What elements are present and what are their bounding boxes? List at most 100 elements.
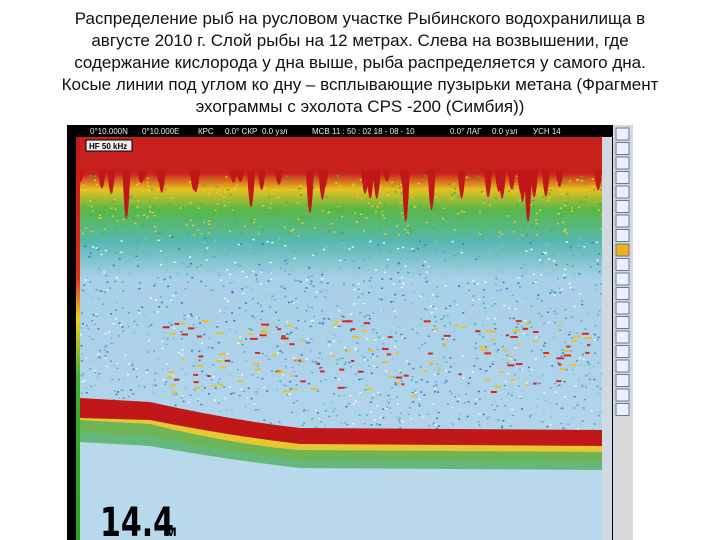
speckle	[422, 264, 425, 267]
speckle	[401, 420, 404, 423]
speckle	[252, 270, 255, 273]
speckle	[498, 231, 501, 233]
speckle	[250, 328, 253, 331]
speckle	[132, 204, 135, 207]
speckle	[487, 416, 490, 418]
speckle	[207, 232, 210, 235]
speckle	[438, 253, 441, 255]
speckle	[564, 317, 567, 320]
speckle	[284, 244, 287, 247]
speckle	[85, 357, 88, 360]
speckle	[358, 378, 361, 381]
speckle	[560, 193, 563, 195]
speckle	[158, 211, 161, 213]
speckle	[189, 313, 192, 315]
speckle	[423, 308, 426, 310]
speckle	[426, 280, 429, 283]
speckle	[513, 192, 516, 194]
speckle	[343, 259, 346, 262]
speckle	[444, 345, 447, 348]
speckle	[297, 280, 300, 282]
speckle	[558, 287, 561, 289]
speckle	[435, 427, 438, 430]
speckle	[579, 364, 582, 366]
fish-echo	[337, 386, 345, 389]
speckle	[407, 231, 410, 234]
speckle	[453, 229, 456, 231]
speckle	[318, 417, 321, 420]
depth-value: 14.4	[100, 500, 174, 540]
fish-echo	[489, 330, 496, 333]
speckle	[226, 269, 229, 271]
speckle	[418, 273, 421, 276]
speckle	[594, 249, 597, 252]
speckle	[543, 355, 546, 358]
fish-echo	[207, 375, 211, 378]
speckle	[354, 373, 357, 375]
speckle	[472, 371, 475, 373]
speckle	[582, 255, 585, 257]
speckle	[314, 227, 317, 229]
speckle	[363, 230, 366, 232]
speckle	[295, 375, 298, 377]
speckle	[146, 181, 149, 184]
tool-button	[615, 301, 630, 315]
speckle	[563, 204, 566, 207]
speckle	[555, 313, 558, 315]
speckle	[115, 302, 118, 304]
fish-echo	[350, 359, 355, 362]
speckle	[478, 413, 481, 415]
speckle	[197, 249, 200, 251]
speckle	[259, 304, 262, 306]
speckle	[305, 303, 308, 305]
bottom-band-yellow	[80, 410, 602, 462]
speckle	[453, 338, 456, 341]
speckle	[406, 257, 409, 260]
fish-echo	[247, 333, 253, 336]
speckle	[501, 258, 504, 261]
speckle	[313, 315, 316, 318]
speckle	[555, 264, 558, 266]
speckle	[368, 314, 371, 317]
speckle	[479, 231, 482, 234]
speckle	[196, 399, 199, 402]
speckle	[598, 270, 601, 273]
speckle	[340, 357, 343, 360]
speckle	[381, 278, 384, 280]
speckle	[196, 282, 199, 285]
speckle	[251, 315, 254, 317]
speckle	[100, 253, 103, 256]
speckle	[389, 278, 392, 280]
fish-echo	[566, 345, 571, 348]
fish-echo	[179, 322, 185, 325]
speckle	[170, 323, 173, 326]
speckle	[94, 371, 97, 374]
speckle	[159, 231, 162, 234]
speckle	[446, 314, 449, 317]
fish-echo	[396, 382, 400, 385]
speckle	[570, 210, 573, 212]
speckle	[143, 315, 146, 317]
speckle	[386, 243, 389, 246]
speckle	[157, 277, 160, 279]
speckle	[312, 186, 315, 189]
speckle	[185, 219, 188, 221]
speckle	[554, 292, 557, 294]
speckle	[434, 387, 437, 390]
speckle	[391, 307, 394, 310]
speckle	[422, 416, 425, 419]
speckle	[319, 380, 322, 382]
speckle	[235, 184, 238, 186]
speckle	[264, 295, 267, 297]
speckle	[304, 320, 307, 323]
speckle	[288, 232, 291, 235]
speckle	[562, 221, 565, 224]
speckle	[437, 373, 440, 375]
speckle	[577, 245, 580, 247]
speckle	[427, 413, 430, 416]
speckle	[180, 330, 183, 333]
speckle	[450, 392, 453, 395]
speckle	[238, 394, 241, 397]
speckle	[240, 233, 243, 235]
speckle	[543, 322, 546, 325]
